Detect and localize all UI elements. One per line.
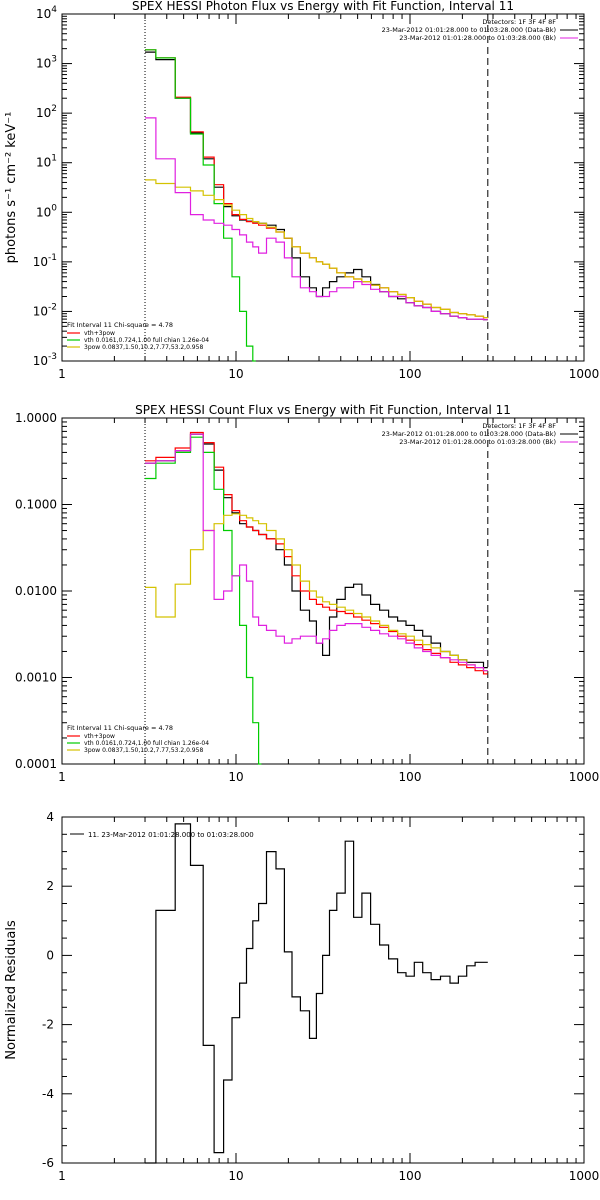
- x-tick-label: 1000: [569, 367, 600, 381]
- y-tick-label: -4: [42, 1087, 54, 1101]
- x-tick-label: 10: [228, 770, 243, 784]
- info-line: Detectors: 1F 3F 4F 8F: [482, 18, 556, 26]
- y-tick-label: -6: [42, 1156, 54, 1170]
- x-tick-label: 100: [399, 367, 422, 381]
- y-tick-label: 10-2: [33, 302, 57, 318]
- plot-frame: [61, 13, 585, 362]
- x-tick-label: 1: [58, 1169, 66, 1183]
- y-tick-label: 0.0010: [15, 671, 57, 685]
- y-tick-exponent: -2: [48, 302, 57, 312]
- y-tick-exponent: -1: [48, 253, 57, 263]
- x-tick-label: 1: [58, 770, 66, 784]
- series-0-line: [145, 51, 488, 321]
- x-tick-label: 1000: [569, 1169, 600, 1183]
- y-tick-label: 104: [36, 5, 57, 21]
- y-tick-base: 10: [33, 255, 48, 269]
- y-tick-base: 10: [36, 57, 51, 71]
- y-tick-label: 0: [46, 948, 54, 962]
- y-tick-label: 2: [46, 879, 54, 893]
- y-tick-label: 1.0000: [15, 411, 57, 425]
- series-1-line: [145, 49, 488, 319]
- y-tick-label: 0.0100: [15, 584, 57, 598]
- series-0-line: [145, 823, 488, 1164]
- y-tick-label: 0.0001: [15, 757, 57, 771]
- series-1-line: [145, 431, 488, 675]
- fit-legend-label: 3pow 0.0837,1.50,10.2,7.77,53.2,0.958: [84, 344, 203, 351]
- x-tick-label: 10: [228, 367, 243, 381]
- fit-header: Fit Interval 11 Chi-square = 4.78: [67, 724, 173, 732]
- info-line: 23-Mar-2012 01:01:28.000 to 01:03:28.000…: [399, 438, 556, 446]
- info-line: 23-Mar-2012 01:01:28.000 to 01:03:28.000…: [382, 26, 556, 34]
- series-3-line: [145, 513, 488, 672]
- series-2-line: [145, 49, 256, 362]
- y-tick-label: 10-1: [33, 253, 57, 269]
- chart-panel-1: SPEX HESSI Photon Flux vs Energy with Fi…: [4, 0, 599, 381]
- series-0-line: [145, 433, 488, 669]
- y-tick-label: 103: [36, 55, 57, 71]
- fit-legend-label: vth+3pow: [84, 733, 115, 740]
- chart-panel-2: SPEX HESSI Count Flux vs Energy with Fit…: [15, 403, 599, 784]
- y-tick-exponent: 0: [51, 203, 57, 213]
- y-tick-exponent: 4: [51, 5, 57, 15]
- chart-panel-3: 1 10 100 1000 -6 -4 -2 0 2 4 Normalized Residuals 1…: [4, 810, 599, 1183]
- y-tick-label: -2: [42, 1018, 54, 1032]
- x-tick-label: 1000: [569, 770, 600, 784]
- series-3-line: [145, 179, 488, 319]
- y-tick-exponent: 1: [51, 154, 57, 164]
- chart-title: SPEX HESSI Count Flux vs Energy with Fit…: [135, 403, 511, 417]
- y-tick-base: 10: [36, 106, 51, 120]
- chart-title: SPEX HESSI Photon Flux vs Energy with Fi…: [132, 0, 514, 13]
- y-tick-exponent: 3: [51, 55, 57, 65]
- y-tick-label: 10-3: [33, 352, 57, 368]
- fit-legend-label: vth 0.0161,0.724,1.00 full chian 1.26e-0…: [84, 337, 209, 344]
- series-4-line: [145, 433, 488, 672]
- info-line: Detectors: 1F 3F 4F 8F: [482, 422, 556, 430]
- fit-legend-label: 3pow 0.0837,1.50,10.2,7.77,53.2,0.958: [84, 747, 203, 754]
- y-tick-base: 10: [33, 354, 48, 368]
- y-tick-base: 10: [36, 205, 51, 219]
- x-tick-label: 100: [399, 770, 422, 784]
- x-tick-label: 1: [58, 367, 66, 381]
- y-tick-base: 10: [36, 7, 51, 21]
- y-tick-label: 0.1000: [15, 498, 57, 512]
- legend-label: 11. 23-Mar-2012 01:01:28.000 to 01:03:28…: [88, 831, 254, 839]
- x-tick-label: 100: [399, 1169, 422, 1183]
- fit-legend-label: vth+3pow: [84, 330, 115, 337]
- y-tick-base: 10: [36, 156, 51, 170]
- y-tick-base: 10: [33, 304, 48, 318]
- fit-legend-label: vth 0.0161,0.724,1.00 full chian 1.26e-0…: [84, 740, 209, 747]
- series-4-line: [145, 117, 488, 321]
- plot-frame: [61, 417, 585, 765]
- y-axis-label: photons s⁻¹ cm⁻² keV⁻¹: [4, 112, 19, 264]
- y-tick-label: 4: [46, 810, 54, 824]
- info-line: 23-Mar-2012 01:01:28.000 to 01:03:28.000…: [399, 34, 556, 42]
- y-axis-label: Normalized Residuals: [4, 920, 19, 1060]
- y-tick-label: 101: [36, 154, 57, 170]
- y-tick-exponent: 2: [51, 104, 57, 114]
- y-tick-exponent: -3: [48, 352, 57, 362]
- y-tick-label: 102: [36, 104, 57, 120]
- fit-header: Fit Interval 11 Chi-square = 4.78: [67, 321, 173, 329]
- y-tick-label: 100: [36, 203, 57, 219]
- x-tick-label: 10: [228, 1169, 243, 1183]
- info-line: 23-Mar-2012 01:01:28.000 to 01:03:28.000…: [382, 430, 556, 438]
